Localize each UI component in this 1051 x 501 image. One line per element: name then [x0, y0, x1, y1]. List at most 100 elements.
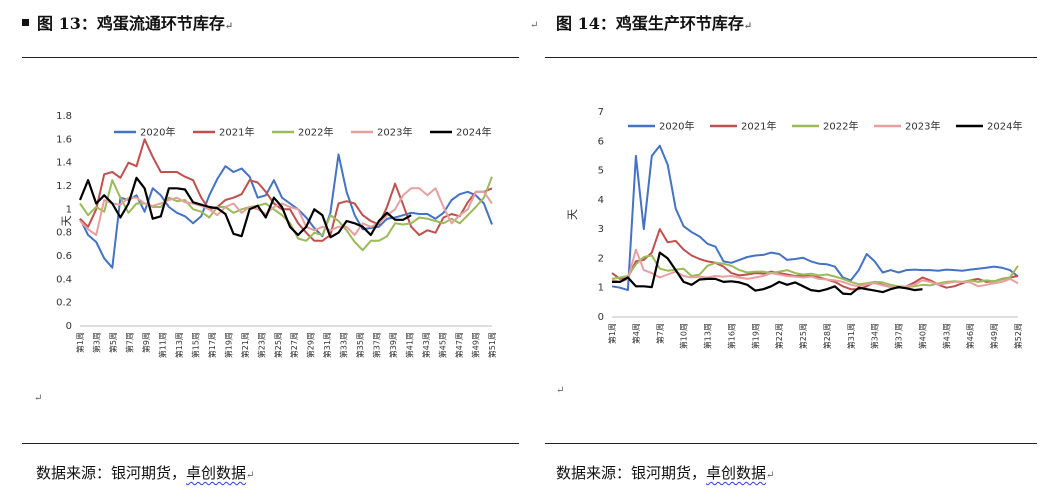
- x-tick-label: 第28周: [822, 323, 832, 349]
- bottom-rule-right: [545, 443, 1037, 444]
- y-tick-label: 4: [598, 195, 604, 206]
- x-tick-label: 第52周: [1013, 323, 1023, 349]
- chart-egg-circulation-inventory: 00.20.40.60.811.21.41.61.8天第1周 第3周 第5周 第7周第…: [56, 111, 497, 358]
- para-mark: ↵: [34, 393, 43, 404]
- x-tick-label: 第19周: [223, 332, 233, 358]
- figure-14-title-text: 图 14：鸡蛋生产环节库存: [556, 14, 744, 33]
- y-tick-label: 1.8: [56, 111, 72, 122]
- para-mark: ↵: [530, 20, 539, 31]
- source-prefix: 数据来源：银河期货，: [36, 464, 187, 482]
- x-tick-label: 第34周: [870, 323, 880, 349]
- x-tick-label: 第19周: [750, 323, 760, 349]
- source-note-right: 数据来源：银河期货，卓创数据↵: [556, 462, 774, 483]
- y-tick-label: 0.6: [56, 251, 72, 262]
- y-tick-label: 7: [598, 107, 604, 118]
- x-tick-label: 第46周: [965, 323, 975, 349]
- series-line-2024年: [78, 176, 412, 239]
- y-tick-label: 6: [598, 136, 604, 147]
- x-tick-label: 第17周: [207, 332, 217, 358]
- figure-13-title: 图 13：鸡蛋流通环节库存↵: [22, 10, 233, 34]
- source-prefix: 数据来源：银河期货，: [556, 464, 707, 482]
- y-tick-label: 1.6: [56, 134, 72, 145]
- series-line-2023年: [611, 248, 1019, 289]
- bullet-icon: [22, 19, 29, 26]
- source-name: 卓创数据: [706, 464, 767, 482]
- y-tick-label: 3: [598, 224, 604, 235]
- y-tick-label: 1.2: [56, 181, 72, 192]
- x-tick-label: 第35周: [355, 332, 365, 358]
- legend-label: 2020年: [140, 126, 175, 139]
- x-tick-label: 第1周: [607, 323, 617, 344]
- x-tick-label: 第22周: [774, 323, 784, 349]
- x-tick-label: 第31周: [322, 332, 332, 358]
- legend-label: 2024年: [987, 120, 1022, 133]
- x-tick-label: 第1周: [75, 332, 85, 353]
- x-tick-label: 第47周: [454, 332, 464, 358]
- x-tick-label: 第7周: [124, 332, 134, 353]
- legend-label: 2021年: [219, 126, 254, 139]
- x-tick-label: 第16周: [726, 323, 736, 349]
- x-tick-label: 第13周: [703, 323, 713, 349]
- para-mark: ↵: [246, 470, 255, 481]
- y-tick-label: 0.8: [56, 228, 72, 239]
- x-tick-label: 第49周: [471, 332, 481, 358]
- y-axis-label: 天: [60, 216, 73, 227]
- x-tick-label: 第39周: [388, 332, 398, 358]
- figure-13-title-text: 图 13：鸡蛋流通环节库存: [37, 14, 225, 33]
- x-tick-label: 第13周: [174, 332, 184, 358]
- y-tick-label: 0.4: [56, 274, 72, 285]
- x-tick-label: 第43周: [421, 332, 431, 358]
- para-mark: ↵: [743, 21, 753, 32]
- x-tick-label: 第51周: [487, 332, 497, 358]
- x-tick-label: 第23周: [256, 332, 266, 358]
- bottom-rule-left: [22, 443, 519, 444]
- series-line-2021年: [611, 228, 1019, 291]
- x-tick-label: 第3周: [91, 332, 101, 353]
- series-line-2023年: [79, 187, 493, 236]
- para-mark: ↵: [556, 385, 565, 396]
- x-tick-label: 第49周: [989, 323, 999, 349]
- legend-label: 2021年: [741, 120, 776, 133]
- y-tick-label: 2: [598, 253, 604, 264]
- y-tick-label: 0: [66, 321, 72, 332]
- x-tick-label: 第5周: [108, 332, 118, 353]
- legend-label: 2022年: [298, 126, 333, 139]
- x-tick-label: 第40周: [917, 323, 927, 349]
- x-tick-label: 第7周: [655, 323, 665, 344]
- x-tick-label: 第4周: [631, 323, 641, 344]
- x-tick-label: 第10周: [679, 323, 689, 349]
- y-axis-label: 天: [566, 209, 579, 220]
- series-line-2024年: [612, 251, 923, 296]
- y-tick-label: 1: [598, 283, 604, 294]
- y-tick-label: 1: [66, 204, 72, 215]
- x-tick-label: 第33周: [339, 332, 349, 358]
- y-tick-label: 1.4: [56, 158, 72, 169]
- source-note-left: 数据来源：银河期货，卓创数据↵: [36, 462, 254, 483]
- x-tick-label: 第25周: [273, 332, 283, 358]
- x-tick-label: 第9周: [141, 332, 151, 353]
- para-mark: ↵: [766, 470, 775, 481]
- legend-label: 2023年: [377, 126, 412, 139]
- x-tick-label: 第31周: [846, 323, 856, 349]
- x-tick-label: 第27周: [289, 332, 299, 358]
- x-tick-label: 第45周: [438, 332, 448, 358]
- x-tick-label: 第37周: [372, 332, 382, 358]
- y-tick-label: 0: [598, 312, 604, 323]
- x-tick-label: 第29周: [306, 332, 316, 358]
- x-tick-label: 第41周: [405, 332, 415, 358]
- x-tick-label: 第15周: [190, 332, 200, 358]
- y-tick-label: 0.2: [56, 298, 72, 309]
- x-tick-label: 第37周: [894, 323, 904, 349]
- series-line-2022年: [79, 176, 493, 252]
- series-line-2021年: [79, 138, 493, 242]
- legend-label: 2020年: [659, 120, 694, 133]
- x-tick-label: 第43周: [941, 323, 951, 349]
- legend-label: 2023年: [905, 120, 940, 133]
- x-tick-label: 第25周: [798, 323, 808, 349]
- series-line-2020年: [79, 153, 493, 269]
- figure-14-title: 图 14：鸡蛋生产环节库存↵: [556, 10, 752, 34]
- series-line-2020年: [611, 144, 1019, 292]
- legend-label: 2024年: [456, 126, 491, 139]
- para-mark: ↵: [224, 21, 234, 32]
